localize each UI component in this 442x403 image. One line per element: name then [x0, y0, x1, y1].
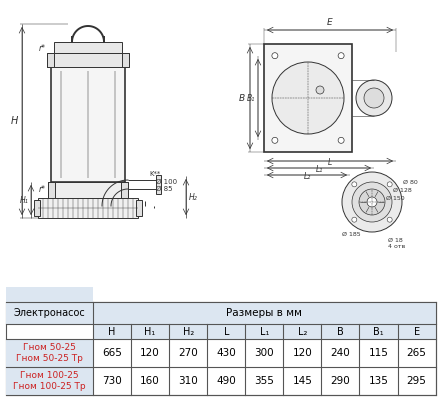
Circle shape: [342, 172, 402, 232]
Circle shape: [338, 137, 344, 143]
Text: L: L: [328, 158, 332, 167]
Bar: [122, 53, 129, 67]
Bar: [6, 287, 93, 324]
Text: E: E: [414, 326, 419, 337]
Text: Гном 50-25
Гном 50-25 Тр: Гном 50-25 Гном 50-25 Тр: [16, 343, 83, 363]
Text: r*: r*: [38, 44, 46, 53]
Circle shape: [352, 182, 357, 187]
Text: 120: 120: [140, 348, 160, 358]
Text: 145: 145: [293, 376, 312, 386]
Circle shape: [387, 182, 392, 187]
Text: E: E: [327, 18, 333, 27]
Bar: [156, 175, 161, 194]
Text: B₁: B₁: [373, 326, 384, 337]
Bar: [136, 200, 142, 216]
Text: 265: 265: [407, 348, 427, 358]
Text: 355: 355: [255, 376, 274, 386]
Text: 490: 490: [217, 376, 236, 386]
Text: Ø 150: Ø 150: [386, 196, 404, 201]
Text: H: H: [108, 326, 116, 337]
Text: 120: 120: [293, 348, 312, 358]
Bar: [93, 302, 436, 324]
Circle shape: [387, 217, 392, 222]
Circle shape: [364, 88, 384, 108]
Text: L₁: L₁: [259, 326, 269, 337]
Text: H₂: H₂: [189, 193, 198, 202]
Text: Ø 85: Ø 85: [156, 186, 172, 192]
Text: B: B: [337, 326, 344, 337]
Text: 115: 115: [369, 348, 389, 358]
Text: 665: 665: [102, 348, 122, 358]
Text: L₂: L₂: [298, 326, 307, 337]
Text: Ø 100: Ø 100: [156, 179, 177, 185]
Circle shape: [352, 182, 392, 222]
Text: 290: 290: [331, 376, 351, 386]
Text: B₁: B₁: [247, 93, 255, 102]
Circle shape: [272, 137, 278, 143]
Bar: [54, 42, 122, 53]
Bar: [47, 53, 129, 67]
Circle shape: [359, 189, 385, 215]
Text: B: B: [239, 93, 245, 102]
Text: Гном 100-25
Гном 100-25 Тр: Гном 100-25 Гном 100-25 Тр: [13, 371, 86, 391]
Text: H₁: H₁: [145, 326, 156, 337]
Text: H₂: H₂: [183, 326, 194, 337]
Circle shape: [356, 80, 392, 116]
Text: K**: K**: [149, 171, 160, 177]
Bar: [38, 198, 138, 218]
Text: 160: 160: [140, 376, 160, 386]
Text: L: L: [224, 326, 229, 337]
Circle shape: [316, 86, 324, 94]
Circle shape: [367, 197, 377, 207]
Circle shape: [338, 53, 344, 59]
Bar: [93, 324, 436, 339]
Text: Ø 80: Ø 80: [403, 180, 418, 185]
Bar: [121, 182, 128, 198]
Text: H: H: [11, 116, 18, 126]
Text: Ø 128: Ø 128: [393, 188, 412, 193]
Text: Ø 185: Ø 185: [342, 232, 361, 237]
Text: L₂: L₂: [303, 172, 311, 181]
Circle shape: [272, 53, 278, 59]
Text: r*: r*: [38, 185, 46, 194]
Circle shape: [352, 217, 357, 222]
Circle shape: [272, 62, 344, 134]
Text: Электронасос: Электронасос: [14, 308, 86, 318]
Bar: [34, 200, 40, 216]
Bar: [6, 302, 436, 395]
Bar: [48, 182, 128, 198]
Bar: [48, 182, 55, 198]
Text: 300: 300: [255, 348, 274, 358]
Bar: [6, 339, 93, 395]
Text: 135: 135: [369, 376, 389, 386]
Text: 240: 240: [331, 348, 351, 358]
Text: Ø 18
4 отв: Ø 18 4 отв: [388, 238, 405, 249]
Text: 730: 730: [102, 376, 122, 386]
Text: Размеры в мм: Размеры в мм: [226, 308, 302, 318]
Text: L₁: L₁: [316, 165, 323, 174]
Text: 295: 295: [407, 376, 427, 386]
Text: 270: 270: [178, 348, 198, 358]
Bar: [264, 44, 352, 152]
Bar: [47, 53, 54, 67]
Text: H₁: H₁: [20, 195, 29, 204]
Text: 430: 430: [217, 348, 236, 358]
Bar: [51, 67, 125, 182]
Text: 310: 310: [178, 376, 198, 386]
